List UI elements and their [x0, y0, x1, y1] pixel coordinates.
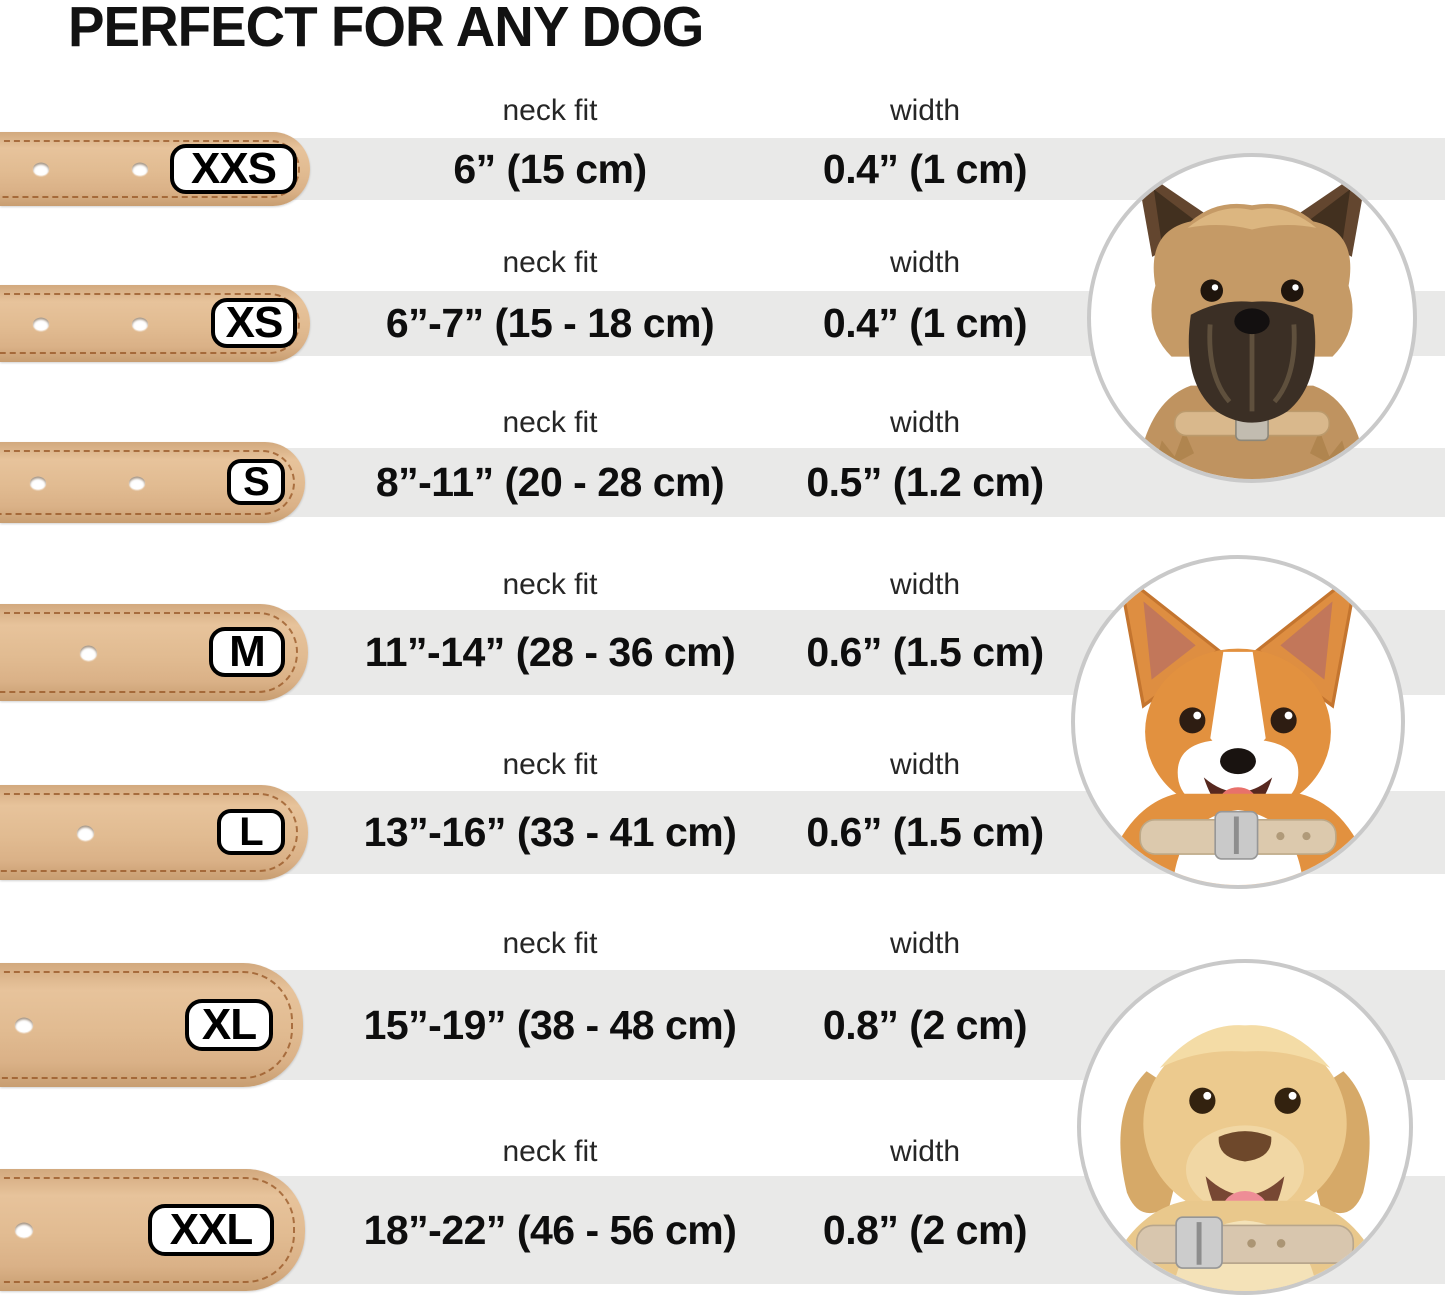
stitch-line	[0, 971, 293, 1079]
corgi-icon	[1101, 568, 1375, 885]
collar-hole	[15, 1222, 33, 1238]
width-label: width	[889, 94, 961, 127]
neck-fit-value: 18”-22” (46 - 56 cm)	[363, 1207, 737, 1253]
neck-fit-label: neck fit	[502, 568, 598, 601]
width-value: 0.5” (1.2 cm)	[806, 459, 1044, 505]
collar-hole	[30, 476, 46, 489]
collar-strap: S	[0, 442, 305, 523]
neck-fit-value: 15”-19” (38 - 48 cm)	[363, 1002, 737, 1048]
collar-strap: L	[0, 785, 308, 880]
width-label: width	[889, 927, 961, 960]
collar-hole	[33, 162, 49, 176]
neck-fit-value: 8”-11” (20 - 28 cm)	[375, 459, 725, 505]
collar-hole	[77, 825, 94, 840]
neck-fit-label: neck fit	[502, 94, 598, 127]
neck-fit-value: 13”-16” (33 - 41 cm)	[363, 809, 737, 855]
collar-hole	[129, 476, 145, 489]
collar-strap: XXL	[0, 1169, 305, 1291]
collar-strap: XXS	[0, 132, 310, 206]
width-value: 0.4” (1 cm)	[822, 146, 1028, 192]
size-badge-l: L	[217, 809, 285, 855]
size-badge-xs: XS	[211, 298, 297, 348]
cairn-terrier-icon	[1136, 166, 1368, 479]
collar-hole	[80, 645, 97, 660]
dog-photo-cairn-terrier	[1087, 153, 1417, 483]
neck-fit-value: 11”-14” (28 - 36 cm)	[364, 629, 736, 675]
collar-strap: M	[0, 604, 308, 701]
neck-fit-label: neck fit	[502, 406, 598, 439]
stitch-line	[0, 1177, 295, 1283]
stitch-line	[0, 450, 295, 515]
width-label: width	[889, 1135, 961, 1168]
width-value: 0.8” (2 cm)	[822, 1207, 1028, 1253]
labrador-icon	[1100, 1025, 1390, 1291]
size-badge-xxs: XXS	[170, 144, 297, 194]
width-value: 0.6” (1.5 cm)	[806, 809, 1044, 855]
size-badge-xl: XL	[185, 999, 273, 1051]
collar-hole	[15, 1017, 33, 1033]
stitch-line	[0, 140, 300, 198]
collar-strap: XS	[0, 285, 310, 362]
neck-fit-label: neck fit	[502, 246, 598, 279]
width-label: width	[889, 406, 961, 439]
width-label: width	[889, 568, 961, 601]
collar-strap: XL	[0, 963, 303, 1087]
page-title: PERFECT FOR ANY DOG	[68, 0, 704, 59]
collar-hole	[132, 162, 148, 176]
neck-fit-label: neck fit	[502, 748, 598, 781]
stitch-line	[0, 612, 298, 693]
size-badge-m: M	[209, 627, 285, 677]
width-value: 0.8” (2 cm)	[822, 1002, 1028, 1048]
width-value: 0.4” (1 cm)	[822, 300, 1028, 346]
width-label: width	[889, 246, 961, 279]
width-label: width	[889, 748, 961, 781]
neck-fit-label: neck fit	[502, 1135, 598, 1168]
dog-photo-corgi	[1071, 555, 1405, 889]
width-value: 0.6” (1.5 cm)	[806, 629, 1044, 675]
collar-hole	[33, 317, 49, 330]
stitch-line	[0, 793, 298, 872]
neck-fit-value: 6” (15 cm)	[453, 146, 647, 192]
size-badge-xxl: XXL	[148, 1204, 274, 1256]
collar-hole	[132, 317, 148, 330]
stitch-line	[0, 293, 300, 354]
size-badge-s: S	[227, 459, 285, 505]
dog-photo-labrador	[1077, 959, 1413, 1295]
neck-fit-label: neck fit	[502, 927, 598, 960]
neck-fit-value: 6”-7” (15 - 18 cm)	[385, 300, 715, 346]
